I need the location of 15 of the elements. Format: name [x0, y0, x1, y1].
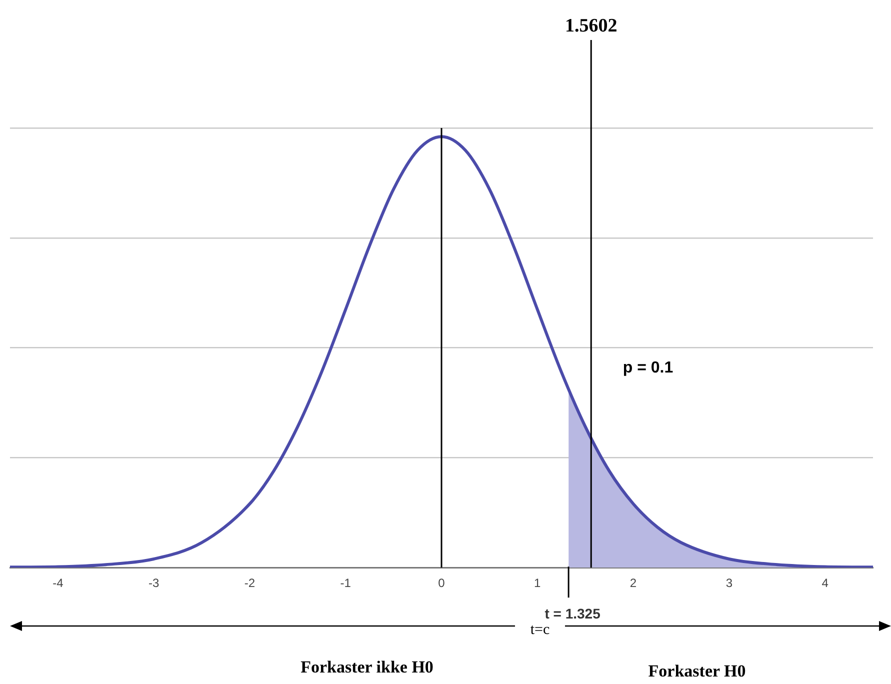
x-tick-label: -1: [340, 576, 352, 590]
x-tick-label: 3: [726, 576, 733, 590]
annotation: p = 0.1: [622, 359, 674, 376]
ref-line-label: 1.5602: [564, 15, 618, 36]
x-tick-label: 2: [630, 576, 637, 590]
text: Forkaster ikke H0: [300, 657, 434, 676]
x-tick-label: 4: [822, 576, 829, 590]
x-tick-label: 0: [438, 576, 446, 590]
x-tick-label: -3: [148, 576, 160, 590]
text: t=c: [530, 622, 550, 638]
x-tick-label: -4: [52, 576, 64, 590]
text: Forkaster H0: [648, 661, 746, 680]
ref-line-label: t = 1.325: [544, 605, 601, 622]
x-tick-label: 1: [534, 576, 542, 590]
x-tick-label: -2: [244, 576, 256, 590]
